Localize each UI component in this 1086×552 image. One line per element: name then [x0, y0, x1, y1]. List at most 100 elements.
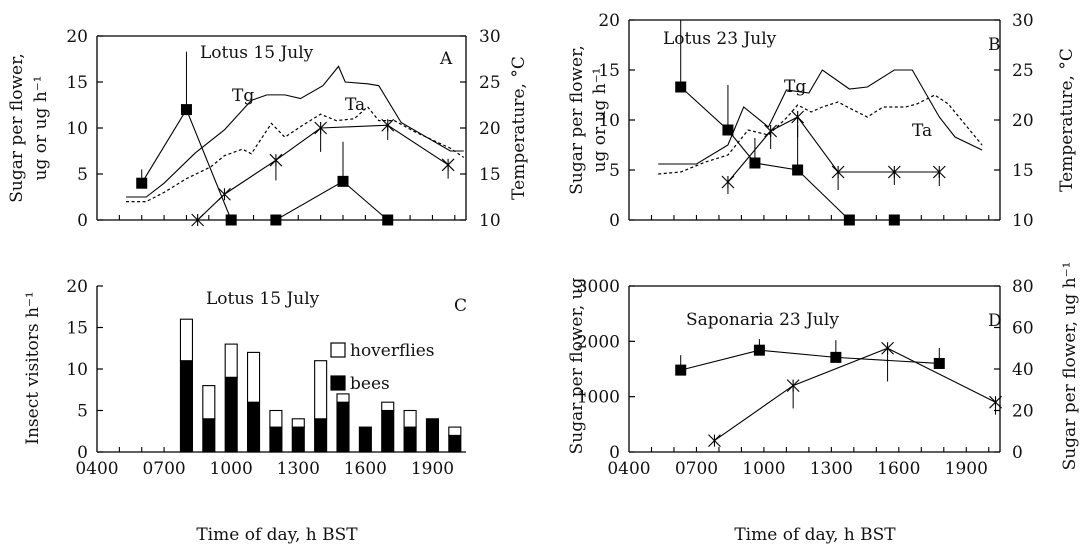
panel-b-square-marker — [888, 214, 900, 226]
bar-bees — [179, 360, 194, 453]
panel-a-square-marker — [337, 175, 349, 187]
panel-a-title: Lotus 15 July — [200, 43, 314, 63]
bar-hoverflies — [381, 401, 395, 412]
bar-bees — [246, 401, 261, 453]
panel-d-star-marker — [708, 434, 721, 447]
panel-b-ta-label: Ta — [912, 121, 932, 141]
bar-bees — [403, 426, 417, 453]
panel-a-star-marker — [441, 158, 455, 172]
panel-b-star-series-line — [727, 116, 940, 183]
panel-b-right-ytick-label: 30 — [1012, 11, 1034, 31]
legend-hoverflies-swatch — [330, 342, 346, 358]
panel-b-star-marker — [887, 165, 901, 179]
bar-bees — [358, 426, 372, 453]
panel-a-tg-line — [126, 65, 464, 198]
bar-bees — [425, 418, 440, 453]
panel-b-ylabel-right: Temperature, °C — [1057, 48, 1077, 192]
panel-d-title: Saponaria 23 July — [686, 310, 839, 330]
bar-hoverflies — [291, 418, 305, 428]
bar-hoverflies — [224, 343, 238, 378]
panel-a-right-ytick-label: 25 — [479, 73, 501, 93]
panel-b-square-series-line — [680, 86, 895, 221]
panel-a-right-ytick-label: 15 — [479, 165, 501, 185]
bar-hoverflies — [179, 318, 194, 362]
panel-d-star-marker — [881, 341, 894, 355]
bar-hoverflies — [202, 385, 216, 420]
panel-a-ytick-label: 20 — [66, 27, 88, 47]
panel-d-square-marker — [753, 344, 765, 356]
panel-a-right-ytick-label: 20 — [479, 119, 501, 139]
panel-a-star-marker — [218, 187, 231, 201]
panel-d-xtick-label: 1300 — [810, 459, 853, 479]
bar-hoverflies — [246, 351, 261, 403]
panel-b-square-marker — [792, 164, 804, 176]
panel-b-lotus-23-july: Lotus 23 July B Tg Ta Sugar per flower, … — [567, 11, 1077, 231]
panel-a-tg-label: Tg — [232, 86, 254, 106]
panel-d-xtick-label: 1600 — [877, 459, 920, 479]
panel-b-right-ytick-label: 25 — [1012, 61, 1034, 81]
bar-bees — [448, 434, 462, 453]
bar-bees — [291, 426, 305, 453]
panel-d-ytick-label: 3000 — [577, 277, 620, 297]
panel-a-ytick-label: 0 — [77, 211, 88, 231]
legend-bees-label: bees — [350, 374, 390, 394]
panel-a-ytick-label: 5 — [77, 165, 88, 185]
panel-a-square-marker — [136, 177, 148, 189]
panel-a-star-marker — [269, 153, 283, 167]
panel-d-xtick-label: 1000 — [742, 459, 785, 479]
panel-a-ylabel-line1: Sugar per flower, — [7, 53, 27, 202]
panel-d-right-ytick-label: 80 — [1012, 277, 1034, 297]
panel-a-ylabel-right: Temperature, °C — [509, 56, 529, 200]
panel-b-ytick-label: 10 — [598, 111, 620, 131]
panel-d-square-series-line — [680, 349, 940, 371]
panel-d-ytick-label: 2000 — [577, 332, 620, 352]
bar-bees — [381, 409, 395, 453]
panel-b-ta-line — [658, 94, 983, 175]
panel-d-square-marker — [933, 357, 945, 369]
legend-hoverflies-label: hoverflies — [350, 341, 435, 361]
panel-a-ytick-label: 15 — [66, 73, 88, 93]
panel-a-ylabel-line2: ug or ug h⁻¹ — [31, 76, 51, 181]
panel-b-square-marker — [749, 157, 761, 169]
panel-c-xtick-label: 0400 — [75, 459, 118, 479]
panel-c-xtick-label: 1300 — [277, 459, 320, 479]
bar-hoverflies — [403, 409, 417, 428]
bar-bees — [314, 418, 328, 453]
panel-c-ytick-label: 20 — [66, 277, 88, 297]
panel-c-xtick-label: 1900 — [411, 459, 454, 479]
panel-b-right-ytick-label: 15 — [1012, 161, 1034, 181]
panel-b-right-ytick-label: 10 — [1012, 211, 1034, 231]
panel-b-square-marker — [722, 124, 734, 136]
bar-bees — [269, 426, 283, 453]
panel-d-ytick-label: 1000 — [577, 388, 620, 408]
panel-d-xtick-label: 0700 — [675, 459, 718, 479]
panel-d-right-ytick-label: 20 — [1012, 402, 1034, 422]
panel-d-star-marker — [786, 379, 800, 392]
panel-b-star-marker — [764, 124, 778, 138]
panel-d-xlabel: Time of day, h BST — [734, 525, 896, 545]
panel-c-ylabel: Insect visitors h⁻¹ — [23, 291, 43, 444]
panel-d-xtick-label: 1900 — [945, 459, 988, 479]
panel-b-ytick-label: 15 — [598, 61, 620, 81]
panel-a-right-ytick-label: 10 — [479, 211, 501, 231]
panel-b-star-marker — [831, 165, 845, 179]
panel-c-ytick-label: 5 — [77, 402, 88, 422]
panel-c-ytick-label: 0 — [77, 443, 88, 463]
panel-d-right-ytick-label: 40 — [1012, 360, 1034, 380]
panel-b-star-marker — [721, 175, 735, 189]
panel-a-lotus-15-july: Lotus 15 July A Tg Ta Sugar per flower, … — [7, 27, 529, 231]
panel-c-xtick-label: 1000 — [210, 459, 253, 479]
panel-b-ytick-label: 5 — [609, 161, 620, 181]
panel-c-letter: C — [454, 296, 467, 316]
panel-d-star-series-line — [714, 347, 996, 442]
panel-a-ta-label: Ta — [345, 95, 365, 115]
panel-a-square-marker — [180, 104, 192, 116]
bar-bees — [202, 418, 216, 453]
panel-a-square-series-line — [141, 108, 389, 221]
panel-b-title: Lotus 23 July — [663, 29, 777, 49]
panel-d-ylabel-right: Sugar per flower, ug h⁻¹ — [1060, 262, 1080, 471]
panel-b-ytick-label: 0 — [609, 211, 620, 231]
panel-b-square-marker — [843, 214, 855, 226]
panel-d-saponaria: Saponaria 23 July D Sugar per flower, ug… — [567, 262, 1080, 545]
